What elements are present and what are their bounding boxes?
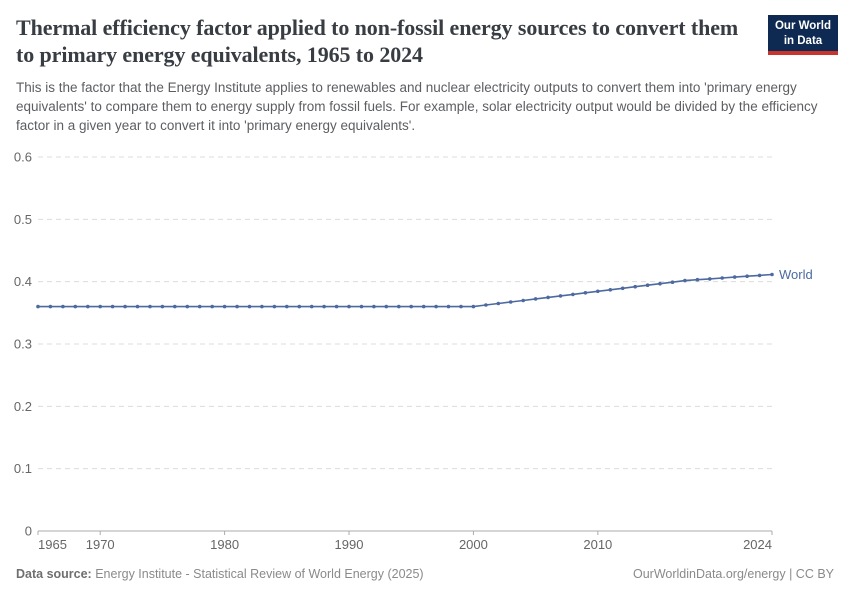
x-tick-label: 1970	[86, 537, 115, 552]
credit-link[interactable]: OurWorldinData.org/energy | CC BY	[632, 567, 834, 581]
chart-footer: Data source: Energy Institute - Statisti…	[16, 567, 834, 581]
owid-logo[interactable]: Our World in Data	[768, 15, 838, 56]
data-point	[185, 304, 190, 309]
data-point	[471, 304, 476, 309]
data-point	[148, 304, 152, 309]
line-chart: 0 0.1 0.2 0.3 0.4 0.5 0.6 1965 1970 1980 1990 2000 2…	[14, 150, 813, 553]
data-point	[434, 304, 438, 309]
data-point	[596, 289, 600, 294]
x-tick-label: 1965	[38, 537, 67, 552]
data-source-label: Data source:	[16, 567, 92, 581]
x-tick-label: 1990	[335, 537, 364, 552]
data-point	[384, 304, 389, 309]
data-point	[235, 304, 239, 309]
data-point	[496, 301, 501, 306]
data-point	[322, 304, 326, 309]
data-point	[695, 277, 700, 282]
y-tick-label: 0.2	[14, 399, 32, 414]
chart-title: Thermal efficiency factor applied to non…	[16, 15, 739, 68]
data-point	[210, 304, 214, 309]
y-axis-labels: 0 0.1 0.2 0.3 0.4 0.5 0.6	[14, 150, 32, 539]
owid-logo-line2: in Data	[783, 34, 823, 47]
data-point	[745, 274, 749, 278]
data-point	[757, 273, 762, 278]
data-point	[633, 284, 637, 289]
y-tick-label: 0.5	[14, 212, 32, 227]
data-point	[123, 304, 127, 309]
y-gridlines	[38, 156, 772, 470]
data-point	[459, 304, 463, 309]
data-point	[334, 304, 339, 309]
chart-header: Thermal efficiency factor applied to non…	[16, 14, 836, 135]
data-point	[347, 304, 351, 309]
data-point	[73, 304, 78, 309]
x-tick-label: 2010	[583, 537, 612, 552]
y-tick-label: 0	[25, 524, 32, 539]
data-point	[533, 297, 538, 301]
data-point	[484, 303, 488, 307]
data-point	[446, 304, 451, 309]
data-point	[260, 304, 264, 309]
data-point	[272, 304, 277, 309]
y-tick-label: 0.1	[14, 461, 32, 476]
data-point	[571, 292, 575, 297]
data-point	[397, 304, 401, 309]
data-point	[61, 304, 65, 309]
data-series-world	[36, 272, 774, 309]
data-point	[285, 304, 289, 309]
y-tick-label: 0.4	[14, 274, 32, 289]
data-source-note: Data source: Energy Institute - Statisti…	[16, 567, 424, 581]
x-tick-label: 1980	[210, 537, 239, 552]
x-tick-label: 2024	[743, 537, 772, 552]
data-point	[720, 276, 724, 280]
data-point	[110, 304, 115, 309]
data-point	[36, 304, 40, 309]
y-tick-label: 0.6	[14, 150, 32, 165]
data-point	[620, 286, 625, 291]
data-point	[247, 304, 252, 309]
data-point	[222, 304, 227, 309]
data-point	[608, 288, 613, 292]
data-point	[546, 295, 550, 300]
data-source-text: Energy Institute - Statistical Review of…	[91, 567, 424, 581]
y-tick-label: 0.3	[14, 337, 32, 352]
data-point	[683, 278, 687, 283]
x-axis	[37, 530, 773, 535]
x-axis-labels: 1965 1970 1980 1990 2000 2010 2024	[38, 537, 772, 552]
data-point	[421, 304, 426, 309]
data-point	[409, 304, 414, 309]
data-point	[521, 298, 525, 303]
data-point	[173, 304, 177, 309]
data-point	[508, 300, 513, 304]
data-point	[658, 281, 662, 286]
series-end-label: World	[779, 267, 813, 282]
data-point	[160, 304, 165, 309]
data-point	[86, 304, 90, 309]
owid-logo-text: Our World in Data	[768, 15, 838, 52]
chart-subtitle: This is the factor that the Energy Insti…	[16, 79, 818, 133]
data-point	[645, 283, 650, 287]
data-point	[583, 291, 588, 295]
data-point	[98, 304, 102, 309]
data-point	[770, 272, 774, 277]
data-point	[309, 304, 314, 309]
owid-logo-line1: Our World	[774, 20, 831, 32]
data-point	[732, 275, 737, 279]
data-point	[670, 280, 675, 284]
data-point	[48, 304, 53, 309]
data-point	[372, 304, 376, 309]
data-point	[359, 304, 364, 309]
data-point	[197, 304, 202, 309]
series-line	[38, 273, 773, 308]
data-point	[297, 304, 302, 309]
owid-logo-accent-bar	[768, 51, 838, 56]
x-tick-label: 2000	[459, 537, 488, 552]
data-point	[558, 294, 563, 298]
data-point	[135, 304, 140, 309]
data-point	[708, 277, 712, 281]
